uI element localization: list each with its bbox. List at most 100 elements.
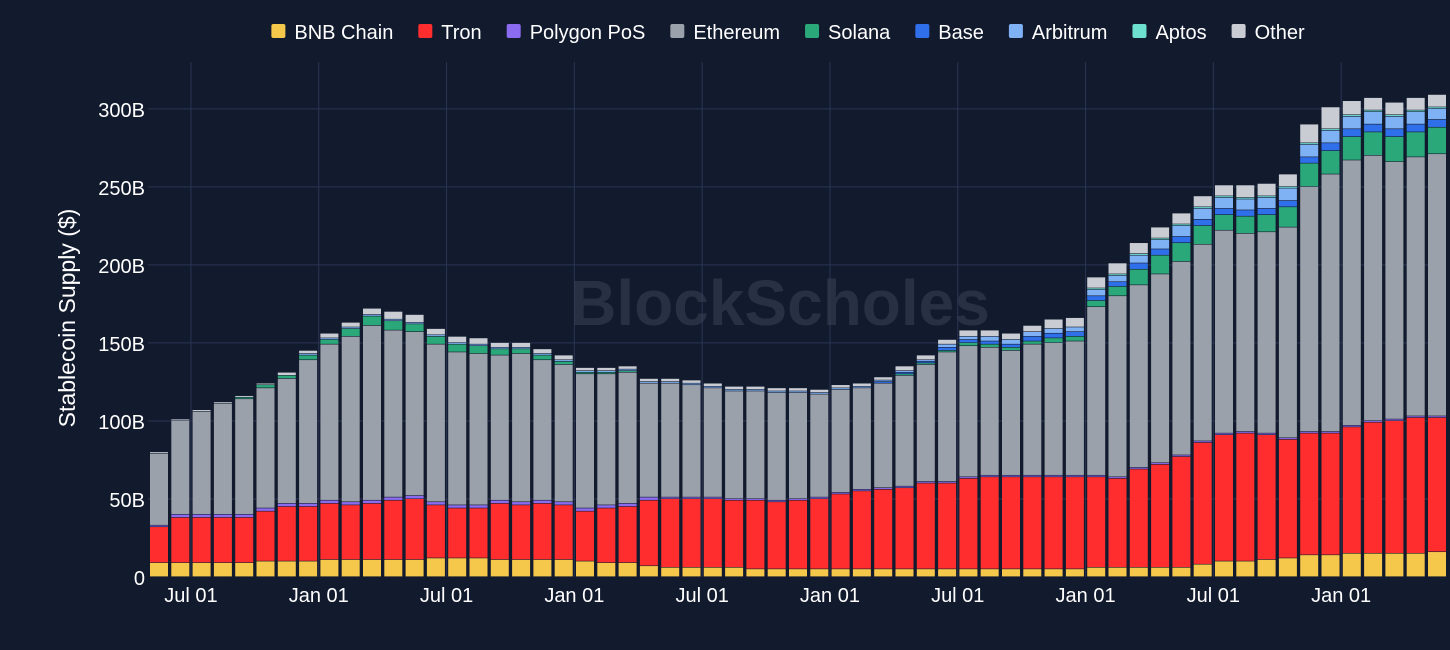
bar-segment-arbitrum[interactable] [512, 347, 531, 349]
bar-stack[interactable] [554, 355, 573, 577]
bar-segment-bnb-chain[interactable] [938, 569, 957, 577]
bar-stack[interactable] [1406, 97, 1425, 577]
bar-segment-other[interactable] [192, 410, 211, 411]
bar-segment-arbitrum[interactable] [895, 371, 914, 372]
bar-segment-arbitrum[interactable] [1342, 116, 1361, 129]
bar-segment-bnb-chain[interactable] [384, 559, 403, 577]
bar-segment-other[interactable] [1428, 94, 1446, 107]
bar-segment-tron[interactable] [1044, 477, 1063, 569]
legend-item-ethereum[interactable]: Ethereum [670, 22, 780, 44]
bar-segment-polygon-pos[interactable] [852, 489, 871, 491]
legend-item-bnb-chain[interactable]: BNB Chain [271, 22, 393, 44]
bar-segment-ethereum[interactable] [682, 385, 701, 497]
bar-segment-base[interactable] [1236, 210, 1255, 216]
bar-segment-tron[interactable] [1364, 422, 1383, 553]
bar-segment-polygon-pos[interactable] [1257, 433, 1276, 435]
bar-segment-bnb-chain[interactable] [895, 569, 914, 577]
bar-segment-other[interactable] [171, 419, 190, 421]
bar-segment-bnb-chain[interactable] [639, 566, 658, 577]
bar-segment-base[interactable] [1087, 296, 1106, 301]
bar-segment-solana[interactable] [1065, 336, 1084, 341]
bar-segment-arbitrum[interactable] [533, 353, 552, 355]
bar-segment-ethereum[interactable] [980, 347, 999, 475]
bar-segment-aptos[interactable] [1215, 196, 1233, 198]
bar-segment-tron[interactable] [554, 505, 573, 560]
bar-stack[interactable] [490, 342, 509, 577]
bar-stack[interactable] [448, 336, 467, 577]
bar-segment-base[interactable] [1385, 129, 1404, 137]
bar-segment-arbitrum[interactable] [1300, 144, 1319, 157]
bar-segment-other[interactable] [1300, 124, 1319, 143]
bar-stack[interactable] [150, 452, 168, 577]
bar-segment-polygon-pos[interactable] [1364, 420, 1383, 422]
bar-segment-ethereum[interactable] [1385, 161, 1404, 419]
bar-segment-bnb-chain[interactable] [618, 562, 637, 577]
bar-segment-tron[interactable] [320, 503, 339, 560]
bar-segment-aptos[interactable] [1278, 186, 1297, 188]
bar-segment-base[interactable] [895, 372, 914, 374]
legend-item-arbitrum[interactable]: Arbitrum [1008, 22, 1108, 44]
bar-segment-polygon-pos[interactable] [1300, 431, 1319, 433]
bar-segment-arbitrum[interactable] [703, 386, 722, 388]
bar-segment-other[interactable] [299, 350, 318, 354]
bar-segment-bnb-chain[interactable] [1385, 553, 1404, 577]
bar-segment-bnb-chain[interactable] [1428, 552, 1446, 577]
bar-segment-tron[interactable] [980, 477, 999, 569]
bar-segment-bnb-chain[interactable] [1087, 567, 1106, 577]
bar-segment-tron[interactable] [1023, 477, 1042, 569]
bar-segment-base[interactable] [1065, 331, 1084, 337]
bar-stack[interactable] [980, 330, 999, 577]
bar-segment-ethereum[interactable] [576, 374, 594, 508]
bar-segment-tron[interactable] [618, 506, 637, 563]
bar-stack[interactable] [469, 338, 488, 577]
bar-segment-solana[interactable] [469, 346, 488, 354]
bar-stack[interactable] [512, 342, 531, 577]
bar-segment-other[interactable] [959, 330, 978, 337]
bar-segment-ethereum[interactable] [1087, 307, 1106, 475]
bar-segment-tron[interactable] [1428, 417, 1446, 552]
bar-segment-polygon-pos[interactable] [1087, 475, 1106, 477]
bar-segment-arbitrum[interactable] [490, 347, 509, 349]
bar-segment-polygon-pos[interactable] [725, 498, 744, 500]
bar-segment-other[interactable] [810, 389, 829, 393]
bar-segment-aptos[interactable] [1151, 238, 1170, 240]
bar-segment-tron[interactable] [916, 483, 935, 569]
bar-segment-arbitrum[interactable] [810, 392, 829, 394]
bar-segment-polygon-pos[interactable] [639, 497, 658, 500]
bar-stack[interactable] [725, 386, 744, 577]
bar-segment-arbitrum[interactable] [1278, 188, 1297, 201]
bar-segment-tron[interactable] [1065, 477, 1084, 569]
bar-segment-tron[interactable] [597, 508, 616, 563]
bar-segment-solana[interactable] [1236, 216, 1255, 234]
bar-segment-aptos[interactable] [1406, 110, 1425, 112]
bar-segment-other[interactable] [426, 328, 445, 335]
bar-segment-arbitrum[interactable] [682, 383, 701, 385]
bar-segment-solana[interactable] [277, 375, 296, 379]
legend-item-other[interactable]: Other [1231, 22, 1305, 44]
bar-segment-polygon-pos[interactable] [533, 500, 552, 504]
bar-segment-polygon-pos[interactable] [789, 498, 807, 500]
bar-segment-solana[interactable] [618, 371, 637, 372]
bar-segment-other[interactable] [852, 383, 871, 387]
bar-segment-base[interactable] [874, 381, 893, 383]
bar-segment-other[interactable] [512, 342, 531, 347]
bar-segment-tron[interactable] [448, 508, 467, 558]
bar-segment-bnb-chain[interactable] [363, 559, 381, 577]
bar-segment-bnb-chain[interactable] [831, 569, 850, 577]
bar-segment-polygon-pos[interactable] [1129, 467, 1148, 469]
bar-segment-ethereum[interactable] [1342, 160, 1361, 426]
bar-segment-aptos[interactable] [1257, 196, 1276, 198]
bar-segment-tron[interactable] [1108, 478, 1127, 568]
bar-segment-arbitrum[interactable] [746, 389, 765, 391]
bar-segment-arbitrum[interactable] [405, 322, 424, 324]
bar-segment-polygon-pos[interactable] [810, 497, 829, 499]
bar-segment-ethereum[interactable] [1428, 154, 1446, 416]
bar-segment-bnb-chain[interactable] [746, 569, 765, 577]
bar-segment-other[interactable] [1023, 325, 1042, 332]
bar-segment-polygon-pos[interactable] [1236, 431, 1255, 433]
bar-segment-polygon-pos[interactable] [448, 505, 467, 508]
bar-segment-other[interactable] [1108, 263, 1127, 274]
bar-segment-tron[interactable] [192, 517, 211, 563]
bar-segment-tron[interactable] [639, 500, 658, 566]
bar-segment-polygon-pos[interactable] [277, 503, 296, 507]
